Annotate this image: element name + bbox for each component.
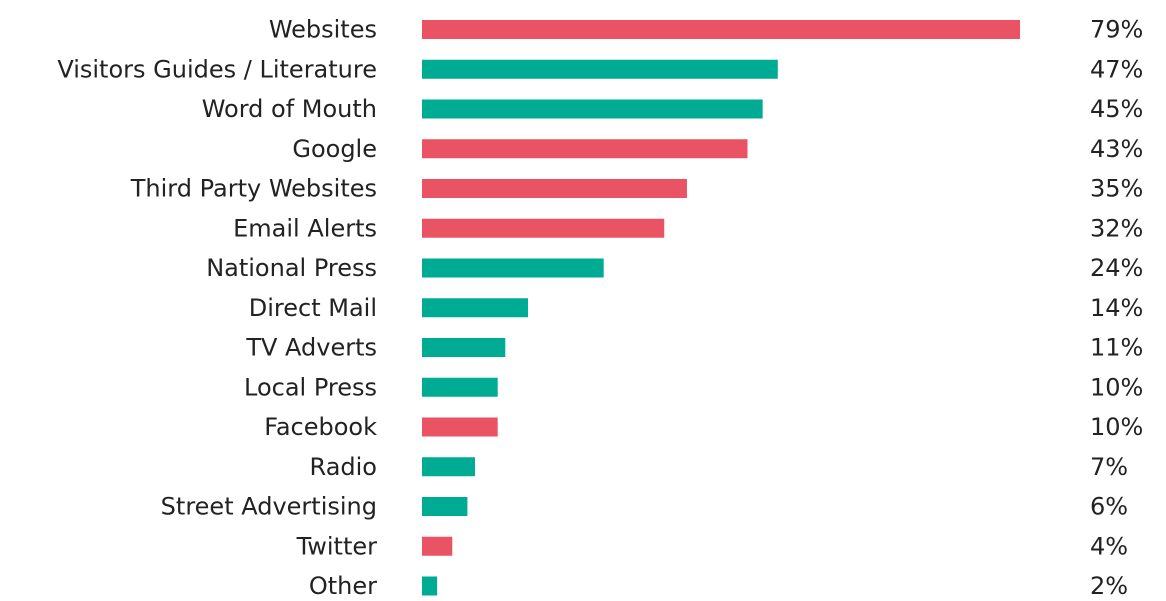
bar-facebook [422, 417, 498, 437]
value-label-visitors-guides-literature: 47% [1090, 55, 1143, 83]
bar-street-advertising [422, 497, 468, 516]
value-label-tv-adverts: 11% [1090, 334, 1143, 362]
value-label-direct-mail: 14% [1090, 294, 1143, 322]
value-label-websites: 79% [1090, 16, 1143, 44]
value-label-other: 2% [1090, 572, 1128, 600]
bar-tv-adverts [422, 338, 506, 357]
category-label-local-press: Local Press [244, 373, 377, 401]
category-label-word-of-mouth: Word of Mouth [202, 95, 377, 123]
value-labels: 79% 47% 45% 43% 35% 32% 24% 14% 11% 10% 10% 7% 6% 4% 2… [1090, 16, 1143, 601]
category-label-other: Other [309, 572, 377, 600]
bars-layer [422, 20, 1021, 596]
bar-email-alerts [422, 218, 665, 238]
category-label-national-press: National Press [206, 254, 377, 282]
bar-third-party-websites [422, 179, 687, 198]
category-label-third-party-websites: Third Party Websites [130, 175, 377, 203]
category-labels: Websites Visitors Guides / Literature Word… [57, 16, 377, 601]
category-label-radio: Radio [310, 453, 377, 481]
category-label-twitter: Twitter [296, 532, 378, 560]
category-label-facebook: Facebook [264, 413, 377, 441]
category-label-google: Google [292, 135, 377, 163]
bar-other [422, 576, 438, 596]
bar-websites [422, 20, 1021, 39]
value-label-third-party-websites: 35% [1090, 175, 1143, 203]
bar-visitors-guides-literature [422, 59, 778, 79]
value-label-street-advertising: 6% [1090, 493, 1128, 521]
category-label-websites: Websites [269, 16, 377, 44]
value-label-radio: 7% [1090, 453, 1128, 481]
category-label-visitors-guides-literature: Visitors Guides / Literature [57, 55, 377, 83]
category-label-email-alerts: Email Alerts [233, 214, 377, 242]
bar-twitter [422, 536, 453, 556]
category-label-street-advertising: Street Advertising [161, 493, 377, 521]
value-label-word-of-mouth: 45% [1090, 95, 1143, 123]
bar-radio [422, 457, 475, 477]
value-label-facebook: 10% [1090, 413, 1143, 441]
bar-google [422, 139, 748, 159]
value-label-national-press: 24% [1090, 254, 1143, 282]
bar-direct-mail [422, 298, 528, 318]
category-label-direct-mail: Direct Mail [249, 294, 377, 322]
value-label-local-press: 10% [1090, 373, 1143, 401]
bar-local-press [422, 377, 498, 397]
category-label-tv-adverts: TV Adverts [245, 334, 377, 362]
value-label-google: 43% [1090, 135, 1143, 163]
bar-word-of-mouth [422, 99, 763, 119]
bar-national-press [422, 258, 604, 278]
value-label-twitter: 4% [1090, 532, 1128, 560]
value-label-email-alerts: 32% [1090, 214, 1143, 242]
